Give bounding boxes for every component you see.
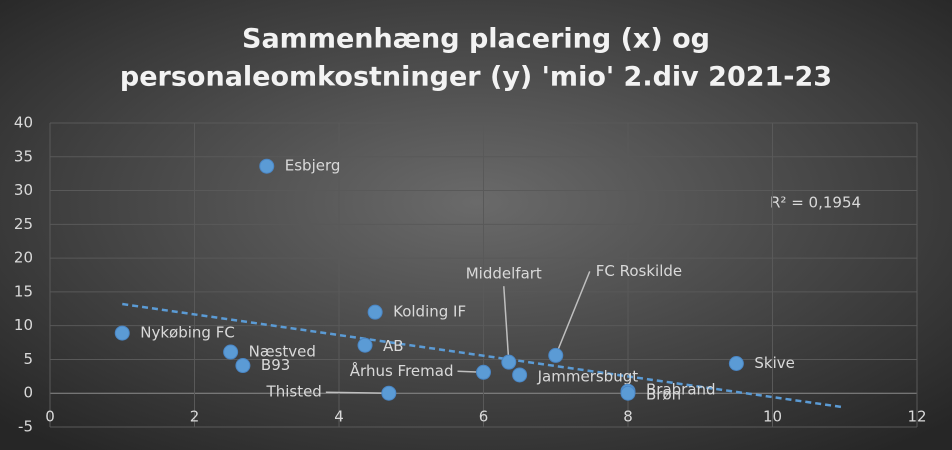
point	[223, 344, 239, 360]
leader-line	[503, 286, 510, 363]
point-label: Brabrand	[646, 381, 716, 399]
y-tick-label: 15	[14, 282, 33, 300]
point	[476, 364, 491, 380]
y-tick-label: -5	[18, 418, 33, 436]
y-tick-label: 5	[23, 350, 33, 368]
point-label: Nykøbing FC	[140, 324, 235, 342]
x-tick-label: 4	[334, 408, 344, 426]
point	[381, 385, 397, 401]
point-label: Thisted	[266, 383, 322, 401]
y-tick-label: 35	[14, 147, 33, 165]
point-label: Næstved	[249, 343, 316, 361]
point	[512, 367, 528, 383]
r2-label: R² = 0,1954	[770, 194, 861, 212]
x-tick-label: 8	[623, 408, 633, 426]
point-label: FC Roskilde	[596, 262, 682, 280]
point-label: Esbjerg	[285, 157, 341, 175]
chart-title: personaleomkostninger (y) 'mio' 2.div 20…	[120, 62, 832, 93]
y-tick-label: 40	[14, 114, 33, 132]
point-label: Kolding IF	[393, 303, 466, 321]
x-tick-label: 6	[479, 408, 489, 426]
point	[357, 337, 373, 353]
trendline	[122, 302, 845, 409]
point	[367, 304, 383, 320]
point-label: Århus Fremad	[350, 361, 454, 380]
point	[728, 355, 744, 371]
point-label: Brøn	[646, 386, 681, 404]
y-tick-label: 20	[14, 249, 33, 267]
x-tick-label: 2	[190, 408, 200, 426]
point-label: Jammersbugt	[537, 367, 639, 385]
leader-line	[325, 391, 389, 394]
point	[548, 347, 564, 363]
point-label: Middelfart	[466, 265, 542, 283]
point-label: B93	[261, 356, 290, 374]
chart-title: Sammenhæng placering (x) og	[242, 24, 710, 55]
point	[235, 358, 251, 374]
y-tick-label: 30	[14, 181, 33, 199]
y-tick-label: 10	[14, 316, 33, 334]
point	[114, 325, 130, 341]
x-tick-label: 10	[763, 408, 782, 426]
point	[501, 354, 517, 370]
point-label: Skive	[754, 354, 794, 372]
x-tick-label: 12	[907, 408, 926, 426]
leader-line	[555, 271, 591, 356]
x-tick-label: 0	[45, 408, 55, 426]
point-label: AB	[383, 337, 404, 355]
point	[259, 158, 275, 174]
y-tick-label: 0	[23, 384, 33, 402]
y-tick-label: 25	[14, 215, 33, 233]
point	[620, 385, 636, 401]
